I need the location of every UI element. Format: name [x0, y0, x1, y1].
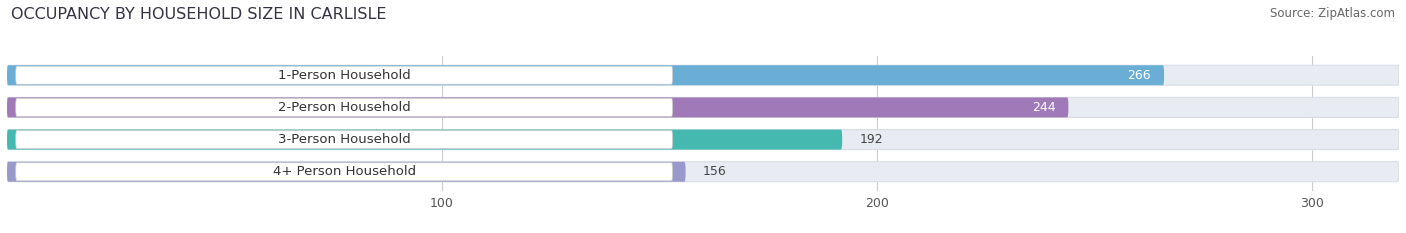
Text: 1-Person Household: 1-Person Household: [278, 69, 411, 82]
FancyBboxPatch shape: [7, 65, 1164, 85]
FancyBboxPatch shape: [7, 97, 1399, 117]
Text: 3-Person Household: 3-Person Household: [278, 133, 411, 146]
FancyBboxPatch shape: [7, 130, 1399, 150]
FancyBboxPatch shape: [7, 162, 686, 182]
Text: 4+ Person Household: 4+ Person Household: [273, 165, 416, 178]
Text: 244: 244: [1032, 101, 1056, 114]
Text: OCCUPANCY BY HOUSEHOLD SIZE IN CARLISLE: OCCUPANCY BY HOUSEHOLD SIZE IN CARLISLE: [11, 7, 387, 22]
FancyBboxPatch shape: [15, 98, 672, 116]
Text: 2-Person Household: 2-Person Household: [278, 101, 411, 114]
Text: 266: 266: [1128, 69, 1152, 82]
FancyBboxPatch shape: [7, 97, 1069, 117]
FancyBboxPatch shape: [7, 65, 1399, 85]
FancyBboxPatch shape: [7, 162, 1399, 182]
Text: 192: 192: [859, 133, 883, 146]
FancyBboxPatch shape: [15, 66, 672, 84]
Text: Source: ZipAtlas.com: Source: ZipAtlas.com: [1270, 7, 1395, 20]
FancyBboxPatch shape: [15, 163, 672, 181]
Text: 156: 156: [703, 165, 727, 178]
FancyBboxPatch shape: [15, 130, 672, 149]
FancyBboxPatch shape: [7, 130, 842, 150]
